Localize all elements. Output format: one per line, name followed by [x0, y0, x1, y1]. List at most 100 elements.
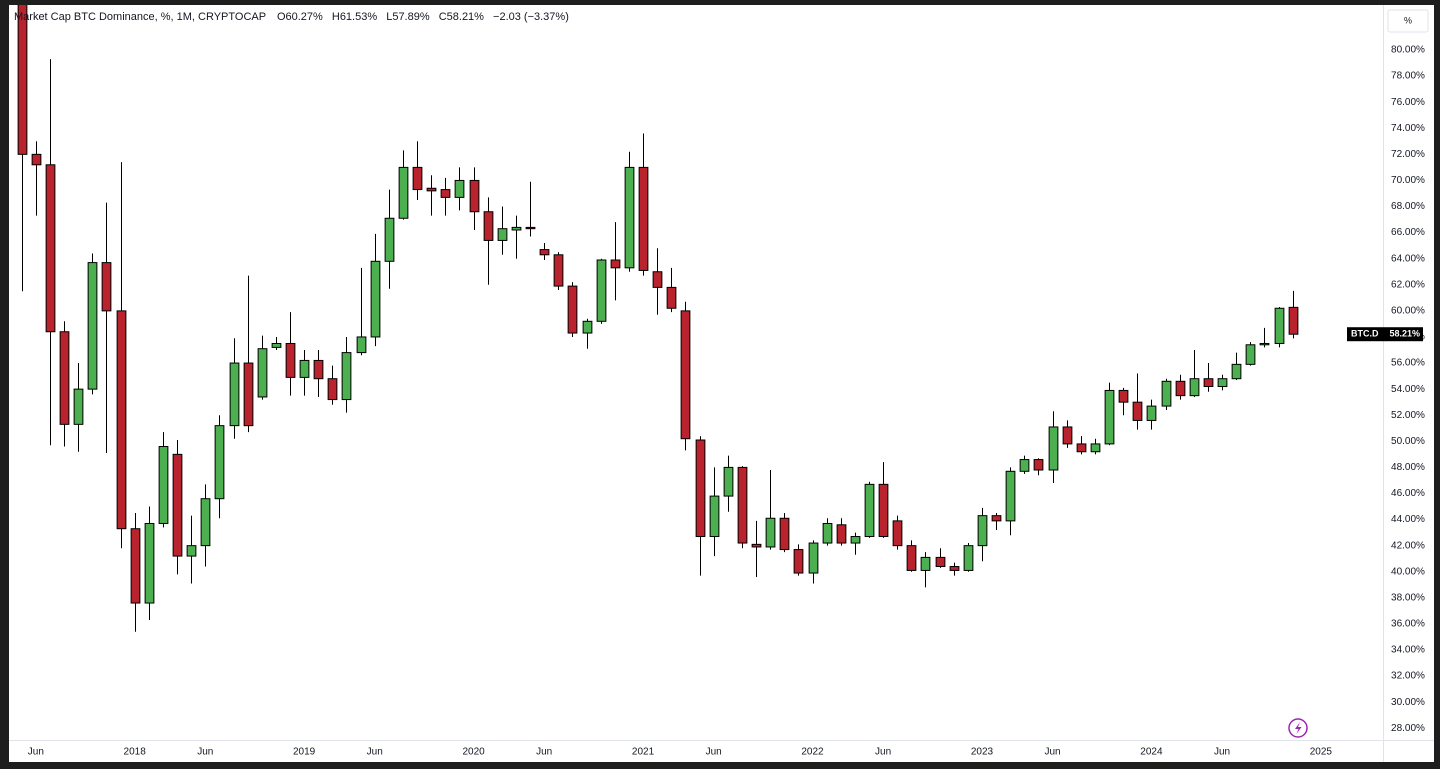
candle-body	[158, 446, 169, 524]
candle-body	[497, 228, 508, 241]
x-tick-label: Jun	[367, 747, 383, 758]
header-low: L57.89%	[386, 11, 430, 23]
candle-body	[440, 189, 451, 198]
candle-body	[525, 226, 536, 230]
y-tick-label: 68.00%	[1391, 201, 1425, 212]
candle-body	[1090, 443, 1101, 453]
candle-body	[652, 271, 663, 288]
candle-body	[144, 522, 155, 604]
candle-body	[567, 285, 578, 334]
x-tick-label: 2021	[632, 747, 655, 758]
candle-body	[384, 217, 395, 262]
y-tick-label: 64.00%	[1391, 253, 1425, 264]
y-tick-label: 40.00%	[1391, 566, 1425, 577]
x-tick-label: Jun	[1214, 747, 1230, 758]
header-high: H61.53%	[332, 11, 377, 23]
candle-body	[426, 187, 437, 192]
header-close: C58.21%	[439, 11, 484, 23]
y-tick-label: 50.00%	[1391, 436, 1425, 447]
candle-body	[808, 542, 819, 574]
candle-body	[836, 524, 847, 544]
candle-body	[1189, 378, 1200, 397]
candle-body	[892, 520, 903, 547]
candle-body	[412, 166, 423, 191]
x-tick-label: 2024	[1140, 747, 1163, 758]
x-tick-label: 2025	[1310, 747, 1333, 758]
y-tick-label: 30.00%	[1391, 697, 1425, 708]
x-tick-label: Jun	[197, 747, 213, 758]
y-tick-label: 42.00%	[1391, 540, 1425, 551]
x-tick-label: Jun	[28, 747, 44, 758]
x-tick-label: 2023	[971, 747, 994, 758]
candle-body	[680, 310, 691, 440]
candle-body	[398, 166, 409, 219]
candle-body	[17, 5, 28, 155]
candle-body	[1132, 401, 1143, 421]
x-tick-label: 2022	[801, 747, 824, 758]
y-tick-label: 36.00%	[1391, 619, 1425, 630]
candle-body	[101, 262, 112, 312]
candle-body	[200, 498, 211, 547]
header-change: −2.03 (−3.37%)	[493, 11, 569, 23]
candle-body	[229, 362, 240, 427]
y-tick-label: 34.00%	[1391, 645, 1425, 656]
x-tick-label: Jun	[536, 747, 552, 758]
candle-body	[271, 342, 282, 348]
candle-body	[553, 254, 564, 287]
candle-body	[1033, 459, 1044, 471]
candle-body	[327, 378, 338, 401]
candle-body	[186, 545, 197, 557]
y-tick-label: 52.00%	[1391, 410, 1425, 421]
y-tick-label: 70.00%	[1391, 175, 1425, 186]
y-tick-label: 66.00%	[1391, 227, 1425, 238]
candle-body	[1062, 426, 1073, 445]
y-tick-label: 60.00%	[1391, 306, 1425, 317]
candle-body	[751, 543, 762, 548]
y-tick-label: 74.00%	[1391, 123, 1425, 134]
candle-body	[1217, 378, 1228, 388]
candle-body	[949, 566, 960, 571]
candle-body	[73, 388, 84, 425]
candle-body	[1005, 470, 1016, 522]
candle-body	[1203, 378, 1214, 388]
candle-body	[341, 352, 352, 401]
x-tick-label: 2020	[462, 747, 485, 758]
x-tick-label: Jun	[1044, 747, 1060, 758]
candle-body	[596, 259, 607, 322]
candle-body	[1245, 344, 1256, 365]
candle-body	[850, 536, 861, 544]
last-price-label: 58.21%	[1389, 329, 1420, 339]
candle-body	[963, 545, 974, 571]
candle-body	[991, 515, 1002, 522]
x-tick-label: 2019	[293, 747, 316, 758]
candle-body	[737, 466, 748, 544]
candle-body	[624, 166, 635, 269]
candle-body	[1118, 389, 1129, 403]
candle-body	[469, 179, 480, 213]
candle-body	[130, 528, 141, 604]
candle-body	[1231, 363, 1242, 380]
lightning-icon[interactable]	[1288, 718, 1308, 738]
candle-body	[511, 226, 522, 231]
candle-body	[935, 556, 946, 568]
candle-body	[243, 362, 254, 427]
candle-body	[638, 166, 649, 271]
candle-body	[610, 259, 621, 269]
y-tick-label: 32.00%	[1391, 671, 1425, 682]
candle-body	[356, 336, 367, 354]
candle-body	[299, 359, 310, 378]
candle-body	[709, 495, 720, 538]
header: Market Cap BTC Dominance, %, 1M, CRYPTOC…	[14, 11, 569, 23]
y-tick-label: 56.00%	[1391, 358, 1425, 369]
candle-body	[878, 483, 889, 538]
candle-body	[582, 320, 593, 334]
y-tick-label: 54.00%	[1391, 384, 1425, 395]
y-tick-label: 38.00%	[1391, 592, 1425, 603]
candle-body	[723, 466, 734, 497]
candle-body	[483, 211, 494, 241]
candle-body	[1161, 380, 1172, 407]
candle-body	[116, 310, 127, 530]
unit-button[interactable]	[1387, 9, 1429, 33]
candle-body	[1076, 443, 1087, 453]
